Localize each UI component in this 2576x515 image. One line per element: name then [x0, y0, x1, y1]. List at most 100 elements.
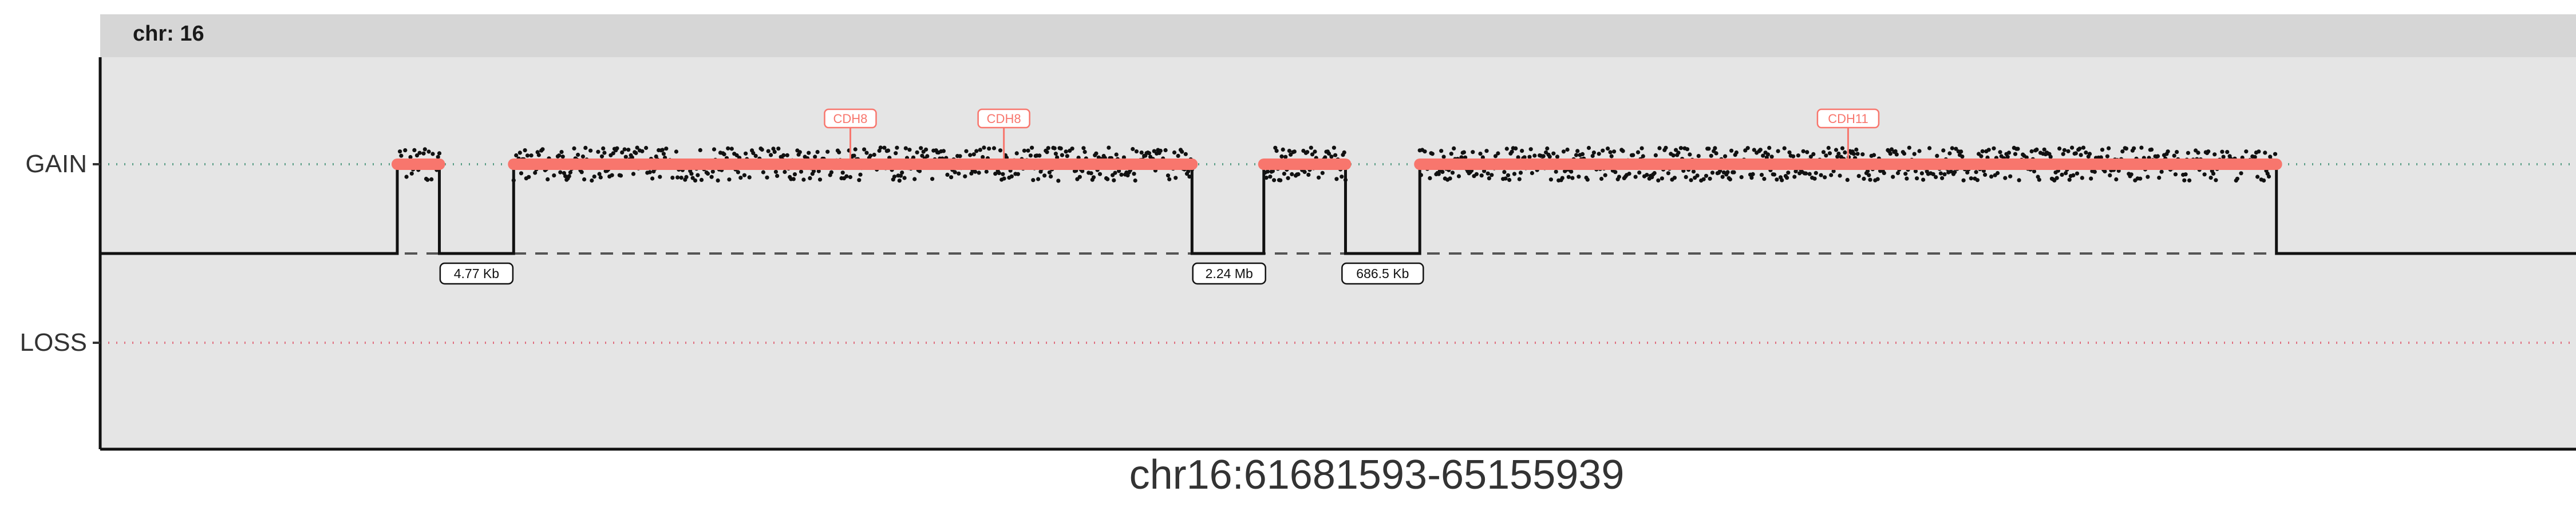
probe-point [1439, 149, 1444, 153]
probe-point [2075, 171, 2080, 176]
probe-point [1814, 171, 1818, 175]
probe-point [1641, 154, 1645, 159]
probe-point [2183, 172, 2188, 177]
probe-point [898, 173, 903, 178]
probe-point [2073, 151, 2078, 156]
facet-label: chr: 16 [133, 22, 204, 46]
probe-point [1329, 154, 1334, 159]
probe-point [1826, 145, 1831, 150]
probe-point [1780, 178, 1784, 183]
probe-point [430, 152, 435, 156]
probe-point [1107, 145, 1111, 150]
probe-point [2186, 150, 2190, 155]
probe-point [1503, 176, 1508, 181]
probe-point [808, 176, 812, 180]
probe-point [1448, 176, 1452, 181]
probe-point [1022, 148, 1026, 153]
probe-point [1305, 150, 1310, 154]
probe-point [1520, 149, 1524, 153]
probe-point [1775, 177, 1779, 182]
probe-point [1893, 149, 1898, 153]
probe-point [2087, 152, 2092, 156]
probe-point [829, 170, 833, 175]
probe-point [1855, 152, 1860, 156]
probe-point [533, 171, 538, 175]
probe-point [1759, 173, 1764, 177]
probe-point [799, 169, 804, 174]
probe-point [1765, 152, 1771, 157]
probe-point [1055, 155, 1060, 160]
probe-point [1953, 170, 1957, 175]
probe-point [1114, 152, 1119, 157]
probe-point [2221, 154, 2226, 159]
probe-point [1633, 175, 1638, 179]
probe-point [670, 176, 675, 180]
probe-point [1947, 151, 1952, 156]
probe-point [679, 176, 683, 180]
probe-point [1461, 150, 1466, 154]
probe-point [1586, 145, 1591, 150]
probe-point [1332, 145, 1336, 150]
probe-point [580, 154, 586, 159]
probe-point [552, 173, 556, 178]
probe-point [1672, 176, 1677, 180]
probe-point [689, 172, 694, 176]
probe-point [1547, 154, 1552, 159]
probe-point [2155, 154, 2160, 159]
probe-point [1676, 150, 1681, 155]
probe-point [1734, 150, 1739, 155]
probe-point [1423, 149, 1427, 154]
probe-point [540, 147, 545, 152]
probe-point [930, 177, 935, 181]
probe-point [2172, 153, 2176, 158]
probe-point [1807, 172, 1812, 176]
probe-point [993, 172, 998, 176]
probe-point [1980, 149, 1985, 153]
probe-point [2244, 149, 2249, 154]
probe-point [1695, 173, 1700, 178]
probe-point [1786, 171, 1791, 175]
probe-point [635, 145, 639, 150]
probe-point [853, 147, 858, 152]
probe-point [1772, 172, 1777, 177]
probe-point [2138, 176, 2143, 181]
probe-point [1566, 175, 1571, 179]
probe-point [1440, 169, 1445, 174]
probe-point [1326, 151, 1332, 156]
probe-point [1725, 170, 1730, 175]
gap-label-box [1341, 262, 1424, 285]
probe-point [417, 150, 422, 155]
probe-point [398, 149, 402, 154]
probe-point [2003, 176, 2008, 180]
probe-point [1791, 154, 1796, 159]
probe-point [1965, 170, 1970, 175]
probe-point [1575, 149, 1580, 153]
probe-point [1660, 176, 1664, 181]
probe-point [1456, 174, 1461, 179]
probe-point [1998, 150, 2002, 154]
probe-point [753, 153, 758, 159]
probe-point [1121, 155, 1126, 160]
probe-point [1296, 172, 1301, 177]
probe-point [738, 176, 743, 180]
probe-point [953, 170, 957, 175]
probe-point [1862, 176, 1866, 181]
gap-labels-layer: 4.77 Kb 2.24 Mb 686.5 Kb [439, 262, 1424, 285]
probe-point [792, 172, 797, 177]
probe-point [1599, 176, 1604, 181]
probe-point [2016, 146, 2020, 151]
probe-point [1913, 169, 1918, 173]
probe-point [1042, 173, 1047, 178]
probe-point [647, 170, 652, 175]
probe-point [1272, 178, 1277, 183]
probe-point [660, 148, 665, 152]
probe-point [588, 148, 593, 153]
probe-point [559, 150, 564, 154]
probe-point [1843, 150, 1847, 154]
probe-point [1561, 149, 1566, 154]
probe-point [1060, 153, 1064, 157]
probe-point [1183, 152, 1188, 156]
probe-point [813, 154, 817, 159]
probe-point [519, 171, 524, 176]
probe-point [658, 175, 662, 179]
